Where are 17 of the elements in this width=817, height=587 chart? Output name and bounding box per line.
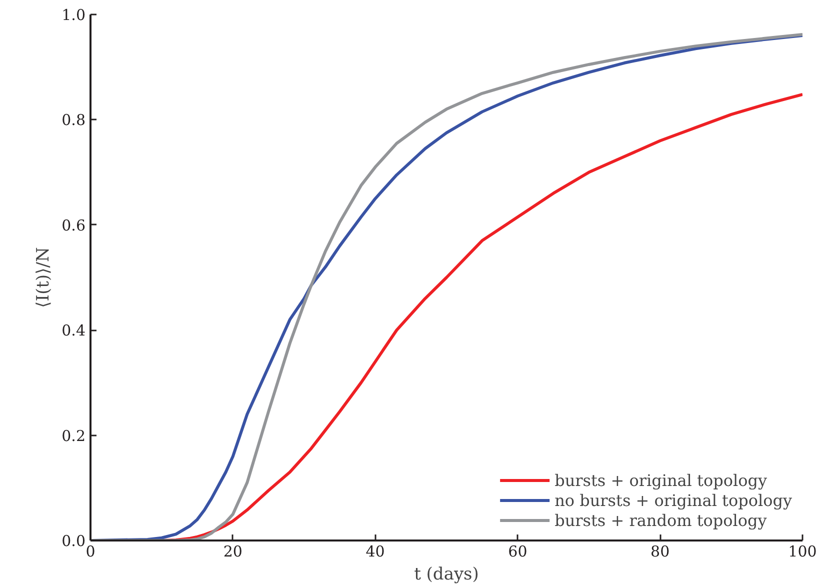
legend-label: bursts + original topology (554, 470, 767, 490)
y-tick-label: 1.0 (62, 6, 86, 24)
x-tick-label: 80 (650, 542, 670, 560)
x-tick-label: 20 (223, 542, 242, 560)
x-tick-label: 60 (508, 542, 528, 560)
x-axis-title: t (days) (414, 564, 479, 584)
y-tick-label: 0.0 (62, 532, 86, 550)
legend-label: bursts + random topology (554, 510, 767, 530)
y-tick-label: 0.2 (62, 426, 86, 445)
legend-label: no bursts + original topology (554, 490, 792, 510)
y-tick-label: 0.6 (62, 216, 86, 234)
y-tick-label: 0.8 (62, 111, 86, 130)
y-tick-label: 0.4 (62, 322, 86, 340)
x-tick-label: 0 (86, 542, 96, 560)
x-tick-label: 100 (788, 542, 817, 560)
y-axis-title: ⟨I(t)⟩/N (34, 247, 54, 308)
x-tick-label: 40 (366, 542, 385, 560)
